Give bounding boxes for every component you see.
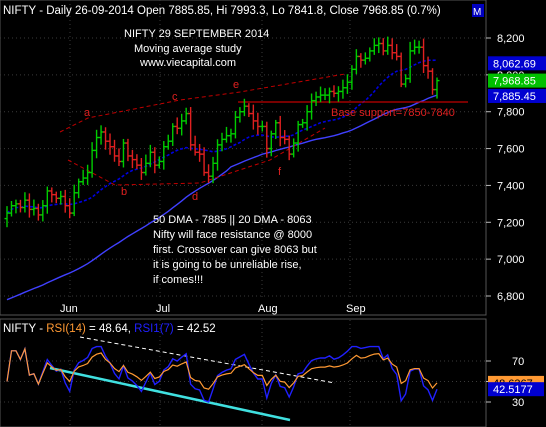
price-tag-box [488,73,546,88]
price-tag-label: 7,885.45 [493,91,536,103]
price-tick-label: 7,200 [497,217,525,229]
support-label: Base support=7850-7840 [331,107,455,119]
rsi-tags: 48.636742.5177 [488,375,544,397]
month-label-aug: Aug [258,303,278,315]
annotation-lines [49,73,468,422]
header-badge: M [473,7,481,18]
rsi14-line [6,346,438,390]
study-line-2: Nifty will face resistance @ 8000 [153,229,312,241]
price-tag-label: 8,062.69 [493,58,536,70]
rsi-resistance-line [79,336,336,384]
rsi-tag-box [488,382,544,397]
wave-label-f: f [278,166,282,178]
rsi7-line [6,345,438,403]
price-tick-label: 7,000 [497,254,525,266]
price-tag-box [488,88,546,103]
study-line-3: first. Crossover can give 8063 but [153,244,317,256]
month-label-jun: Jun [60,303,78,315]
channel-lower [67,127,326,186]
note-line-3: www.viecapital.com [139,57,236,69]
rsi7-label: RSI1(7) [134,323,174,335]
rsi-support-line [49,366,291,422]
note-line-2: Moving average study [134,43,242,55]
wave-label-a: a [84,107,91,119]
rsi-title-prefix: NIFTY - [3,323,46,335]
price-tags: 8,062.69 7,968.85 7,885.45 [488,56,546,103]
rsi-header: NIFTY - RSI(14) = 48.64, RSI1(7) = 42.52 [3,323,216,335]
wave-label-c: c [172,91,178,103]
price-panel [0,0,487,316]
header-info: - Daily 26-09-2014 Open 7885.85, Hi 7993… [36,5,441,17]
study-line-1: 50 DMA - 7885 || 20 DMA - 8063 [153,214,312,226]
wave-label-d: d [192,191,198,203]
rsi-lines [6,345,438,403]
month-label-jul: Jul [156,303,170,315]
rsi-tick-label: 70 [512,356,524,368]
note-line-1: NIFTY 29 SEPTEMBER 2014 [124,28,269,40]
header-symbol: NIFTY [3,5,37,17]
badge-box [472,4,484,17]
study-line-5: if comes!!! [153,274,203,286]
price-tick-label: 6,800 [497,291,525,303]
price-tick-label: 7,600 [497,144,525,156]
rsi14-label: RSI(14) [46,323,86,335]
sma50-line [6,94,438,301]
chart-header: NIFTY - Daily 26-09-2014 Open 7885.85, H… [3,5,441,17]
price-tag-label: 7,968.85 [493,76,536,88]
rsi-tag-label: 42.5177 [493,384,533,396]
price-bar [434,77,440,99]
wave-label-e: e [233,79,239,91]
wave-label-b: b [121,186,127,198]
price-tick-label: 7,400 [497,180,525,192]
price-bars [4,36,440,228]
price-tick-label: 7,800 [497,107,525,119]
rsi7-value: = 42.52 [174,323,216,335]
price-tick-label: 8,200 [497,33,525,45]
study-line-4: it is going to be unreliable rise, [153,259,302,271]
month-label-sep: Sep [346,303,366,315]
rsi14-value: = 48.64, [86,323,134,335]
price-tag-box [488,56,546,71]
rsi-tick-label: 30 [512,397,524,409]
